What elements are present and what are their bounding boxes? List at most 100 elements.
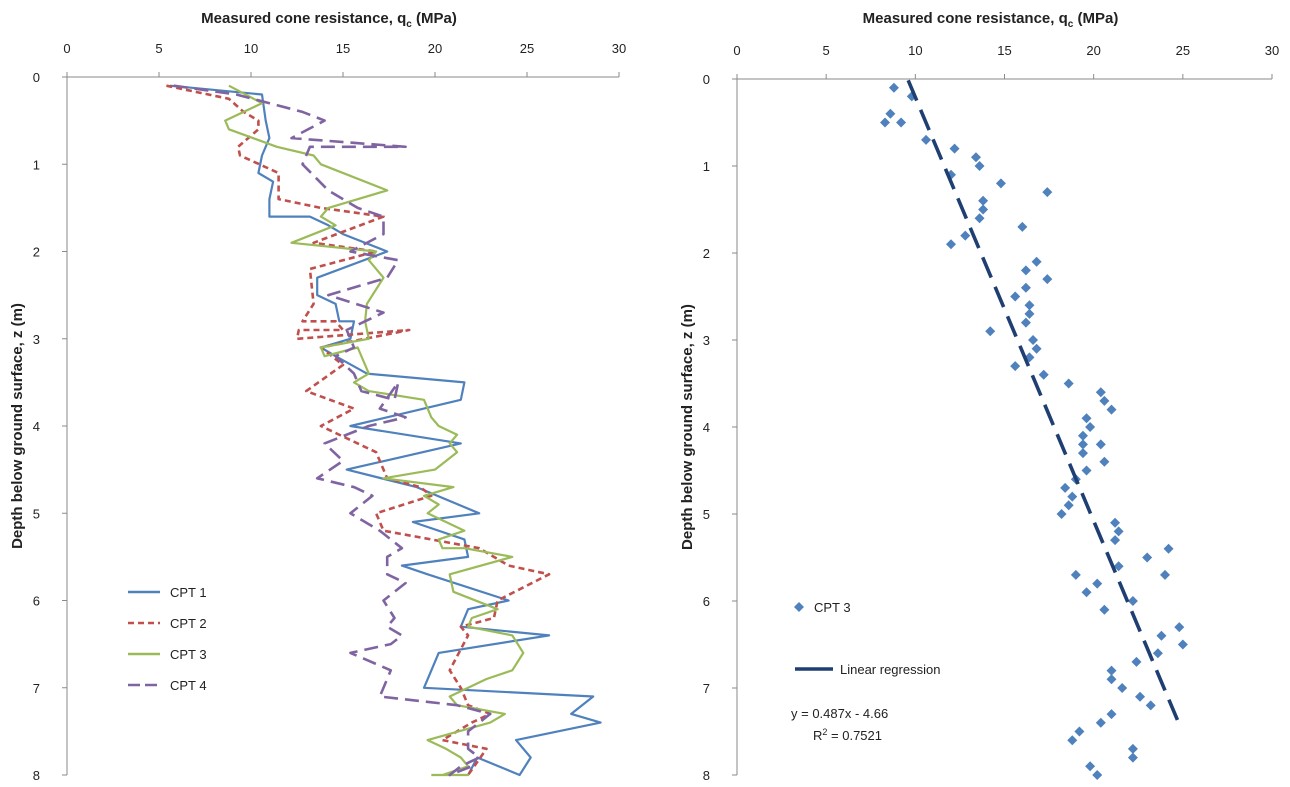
x-tick-label: 25 <box>1176 43 1190 58</box>
y-tick-label: 2 <box>703 246 710 261</box>
data-point <box>1081 587 1092 598</box>
data-point <box>960 230 971 241</box>
data-point <box>1063 500 1074 511</box>
r2-sup: 2 <box>822 727 827 737</box>
data-point <box>1113 526 1124 537</box>
legend-label-regression: Linear regression <box>840 662 940 677</box>
y-axis-title: Depth below ground surface, z (m) <box>679 304 696 550</box>
data-point <box>1010 291 1021 302</box>
data-point <box>1077 448 1088 459</box>
series-line-cpt2 <box>166 84 551 776</box>
data-point <box>1020 265 1031 276</box>
legend-label-cpt3: CPT 3 <box>170 647 207 662</box>
data-point <box>1160 569 1170 580</box>
data-point <box>880 117 891 128</box>
data-point <box>1085 761 1096 772</box>
x-tick-label: 30 <box>612 41 626 56</box>
data-point <box>1092 578 1103 589</box>
data-point <box>1142 552 1153 563</box>
data-point <box>1106 665 1117 676</box>
x-tick-label: 30 <box>1265 43 1279 58</box>
data-point <box>1074 726 1085 737</box>
legend-label-cpt1: CPT 1 <box>170 585 207 600</box>
data-point <box>1024 300 1035 311</box>
data-point <box>1099 456 1110 467</box>
data-point <box>1020 317 1031 328</box>
series-line-cpt1 <box>169 84 602 777</box>
data-point <box>1110 535 1121 546</box>
data-point <box>1042 187 1053 198</box>
data-point <box>1174 622 1185 633</box>
data-point <box>995 178 1006 189</box>
data-point <box>1081 413 1092 424</box>
data-point <box>1127 752 1138 763</box>
chart-left: 0 5 10 15 20 25 30 0 1 2 3 4 5 6 7 8 Measured cone resis… <box>9 10 626 783</box>
x-axis-title-main: Measured cone resistance, q <box>863 10 1068 27</box>
x-axis-title-sub: c <box>1068 19 1074 30</box>
x-tick-label: 0 <box>63 41 70 56</box>
y-axis-title: Depth below ground surface, z (m) <box>9 303 26 549</box>
data-point <box>896 117 907 128</box>
y-tick-label: 3 <box>33 332 40 347</box>
data-point <box>1099 604 1110 615</box>
series-line-cpt4 <box>173 84 492 777</box>
y-tick-label: 1 <box>33 157 40 172</box>
r-squared-label: R2 = 0.7521 <box>813 727 882 743</box>
regression-line <box>906 79 1183 730</box>
data-point <box>1017 221 1028 232</box>
data-point <box>1156 630 1167 641</box>
x-tick-label: 20 <box>428 41 442 56</box>
data-point <box>1127 596 1138 606</box>
data-point <box>1081 465 1092 476</box>
data-point <box>970 152 981 163</box>
data-point <box>1092 770 1103 780</box>
legend-marker-cpt3 <box>794 602 804 612</box>
x-tick-label: 10 <box>908 43 922 58</box>
x-tick-label: 10 <box>244 41 258 56</box>
legend-label-cpt2: CPT 2 <box>170 616 207 631</box>
data-point <box>1117 683 1128 693</box>
data-point <box>1067 491 1078 502</box>
data-point <box>1131 656 1142 667</box>
y-tick-label: 2 <box>33 245 40 260</box>
data-point <box>1095 439 1106 450</box>
data-point <box>1163 543 1174 554</box>
y-tick-label: 7 <box>703 681 710 696</box>
data-point <box>1038 369 1049 380</box>
data-point <box>949 143 960 154</box>
r2-value: = 0.7521 <box>827 728 882 743</box>
x-tick-label: 15 <box>336 41 350 56</box>
data-point <box>1060 482 1071 493</box>
data-point <box>1106 674 1117 685</box>
data-point <box>1177 639 1188 650</box>
data-point <box>1145 700 1156 711</box>
data-point <box>1106 404 1117 415</box>
data-point <box>1095 717 1106 728</box>
data-point <box>1010 361 1021 372</box>
y-tick-label: 4 <box>33 419 40 434</box>
x-tick-label: 20 <box>1086 43 1100 58</box>
data-point <box>978 195 989 206</box>
data-point <box>1085 422 1096 432</box>
legend-label-cpt4: CPT 4 <box>170 678 207 693</box>
x-axis-title-sub: c <box>406 19 412 30</box>
data-point <box>1056 509 1067 519</box>
data-point <box>1106 709 1117 720</box>
y-tick-label: 1 <box>703 159 710 174</box>
data-point <box>985 326 996 337</box>
x-tick-label: 15 <box>997 43 1011 58</box>
data-point <box>1077 439 1088 450</box>
data-point <box>974 161 985 171</box>
y-tick-label: 0 <box>33 70 40 85</box>
data-point <box>1077 430 1088 441</box>
y-tick-label: 8 <box>33 768 40 783</box>
data-point <box>885 108 896 119</box>
data-point <box>946 239 956 250</box>
data-point <box>1152 648 1163 659</box>
y-tick-label: 6 <box>33 594 40 609</box>
data-point <box>1113 561 1124 572</box>
y-tick-label: 0 <box>703 72 710 87</box>
data-point <box>1028 335 1039 345</box>
y-tick-label: 3 <box>703 333 710 348</box>
